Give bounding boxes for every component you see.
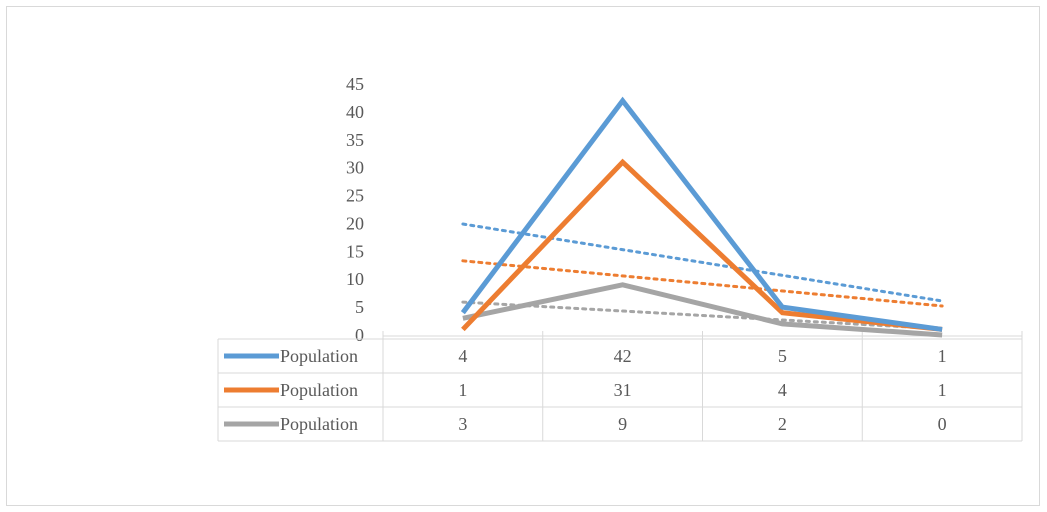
series-line-2 xyxy=(461,158,943,332)
y-tick-label: 20 xyxy=(346,213,364,233)
y-tick-label: 25 xyxy=(346,186,364,206)
trendline-series-3 xyxy=(461,300,944,331)
y-tick-label: 30 xyxy=(346,158,364,178)
y-tick-label: 10 xyxy=(346,269,364,289)
y-tick-label: 15 xyxy=(346,241,364,261)
trendline-series-1 xyxy=(461,222,944,303)
data-table-cell: 4 xyxy=(778,380,787,400)
legend-label-series-2: Population xyxy=(280,380,358,400)
y-tick-label: 35 xyxy=(346,130,364,150)
data-table-cell: 1 xyxy=(938,346,947,366)
data-table-cell: 31 xyxy=(614,380,632,400)
data-table-cell: 1 xyxy=(938,380,947,400)
data-table-cell: 0 xyxy=(938,414,947,434)
legend-label-series-1: Population xyxy=(280,346,358,366)
chart-frame xyxy=(6,6,1040,506)
data-table-cell: 4 xyxy=(458,346,467,366)
y-tick-label: 40 xyxy=(346,102,364,122)
y-tick-label: 45 xyxy=(346,74,364,94)
y-tick-label: 5 xyxy=(355,297,364,317)
series-line-1 xyxy=(460,96,943,332)
data-table-cell: 9 xyxy=(618,414,627,434)
data-table-cell: 3 xyxy=(458,414,467,434)
legend-label-series-3: Population xyxy=(280,414,358,434)
trendline-series-2 xyxy=(461,259,944,308)
y-tick-label: 0 xyxy=(355,325,364,345)
data-table-cell: 5 xyxy=(778,346,787,366)
data-table-cell: 1 xyxy=(458,380,467,400)
data-table-cell: 42 xyxy=(614,346,632,366)
data-table-cell: 2 xyxy=(778,414,787,434)
series-line-3 xyxy=(462,282,943,338)
